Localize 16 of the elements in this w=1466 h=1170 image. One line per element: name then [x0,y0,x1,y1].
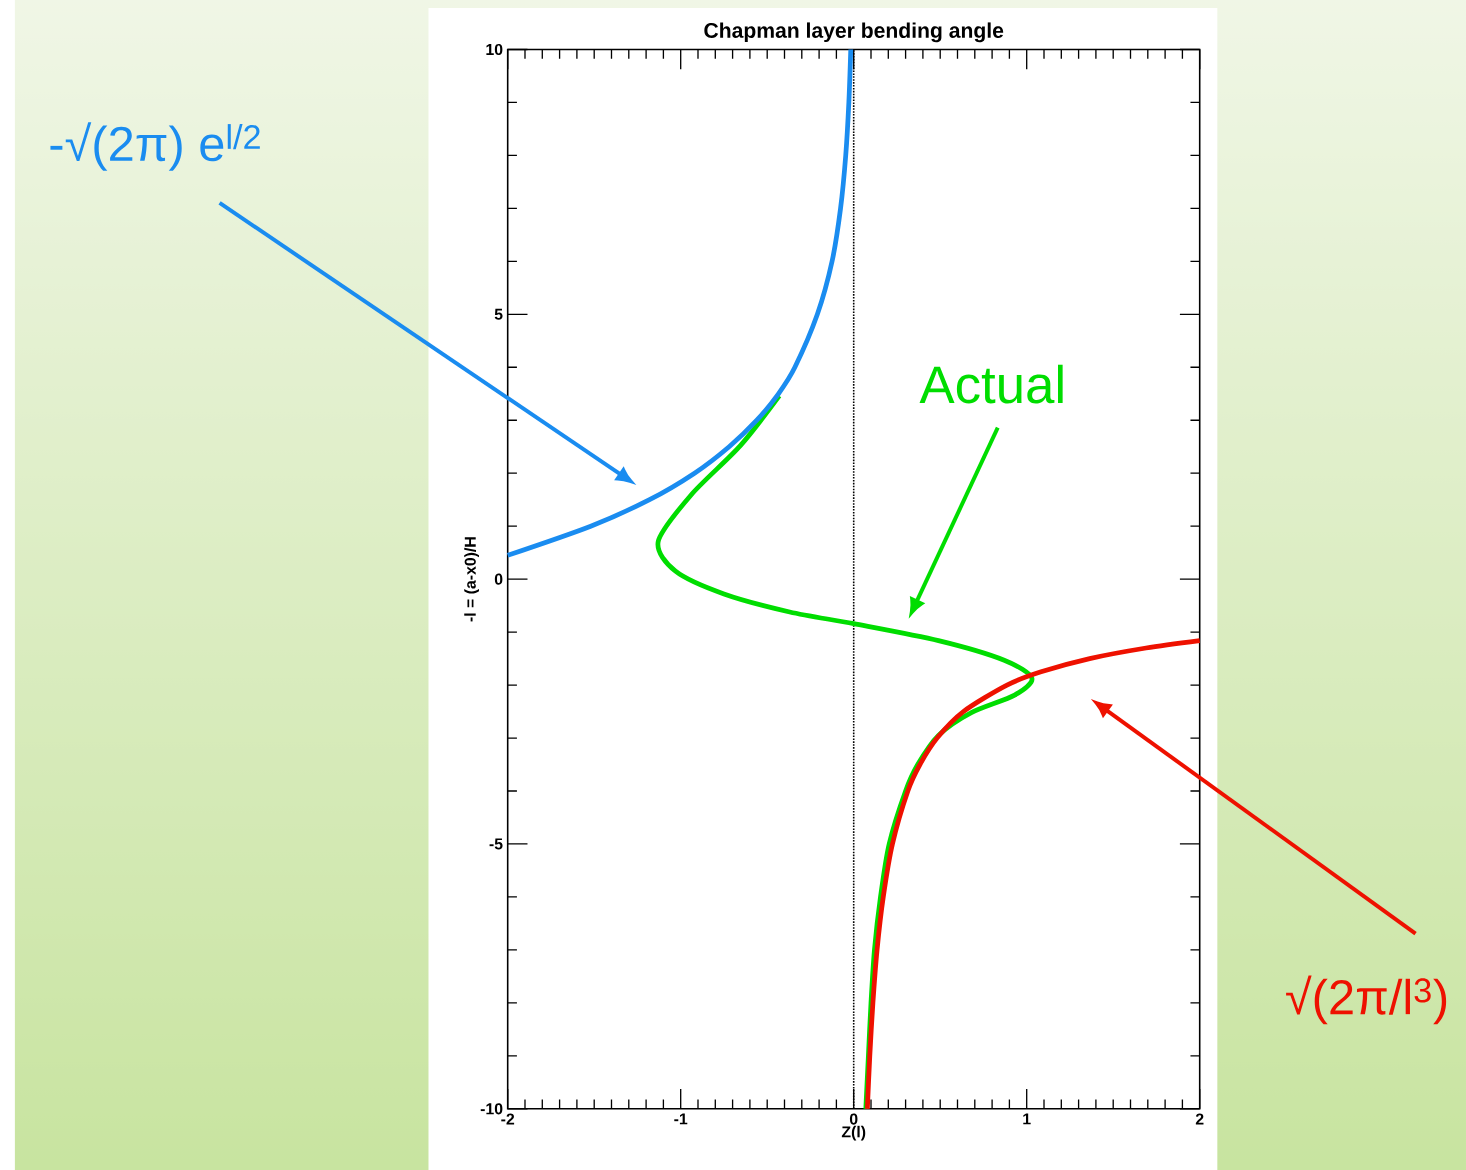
x-tick-label: -2 [501,1113,515,1125]
text: √(2π/l$^{3}$) [1286,975,1447,1025]
text: Actual [919,364,1063,404]
y-tick-label: 0 [494,573,503,585]
text: -√(2π) e$^{l/2}$ [50,122,260,171]
y-tick-label: -10 [480,1103,503,1115]
y-tick-label: 5 [494,308,503,320]
x-tick-label: -1 [674,1113,688,1125]
chart-title: Chapman layer bending angle [704,22,1004,43]
y-axis-title: -l = (a-x0)/H [464,537,479,622]
x-axis-title: Z(l) [841,1125,866,1141]
y-tick-label: -5 [489,838,503,850]
x-tick-label: 1 [1023,1113,1031,1125]
y-tick-label: 10 [486,43,503,56]
x-tick-label: 0 [849,1113,858,1125]
x-tick-label: 2 [1195,1113,1204,1125]
